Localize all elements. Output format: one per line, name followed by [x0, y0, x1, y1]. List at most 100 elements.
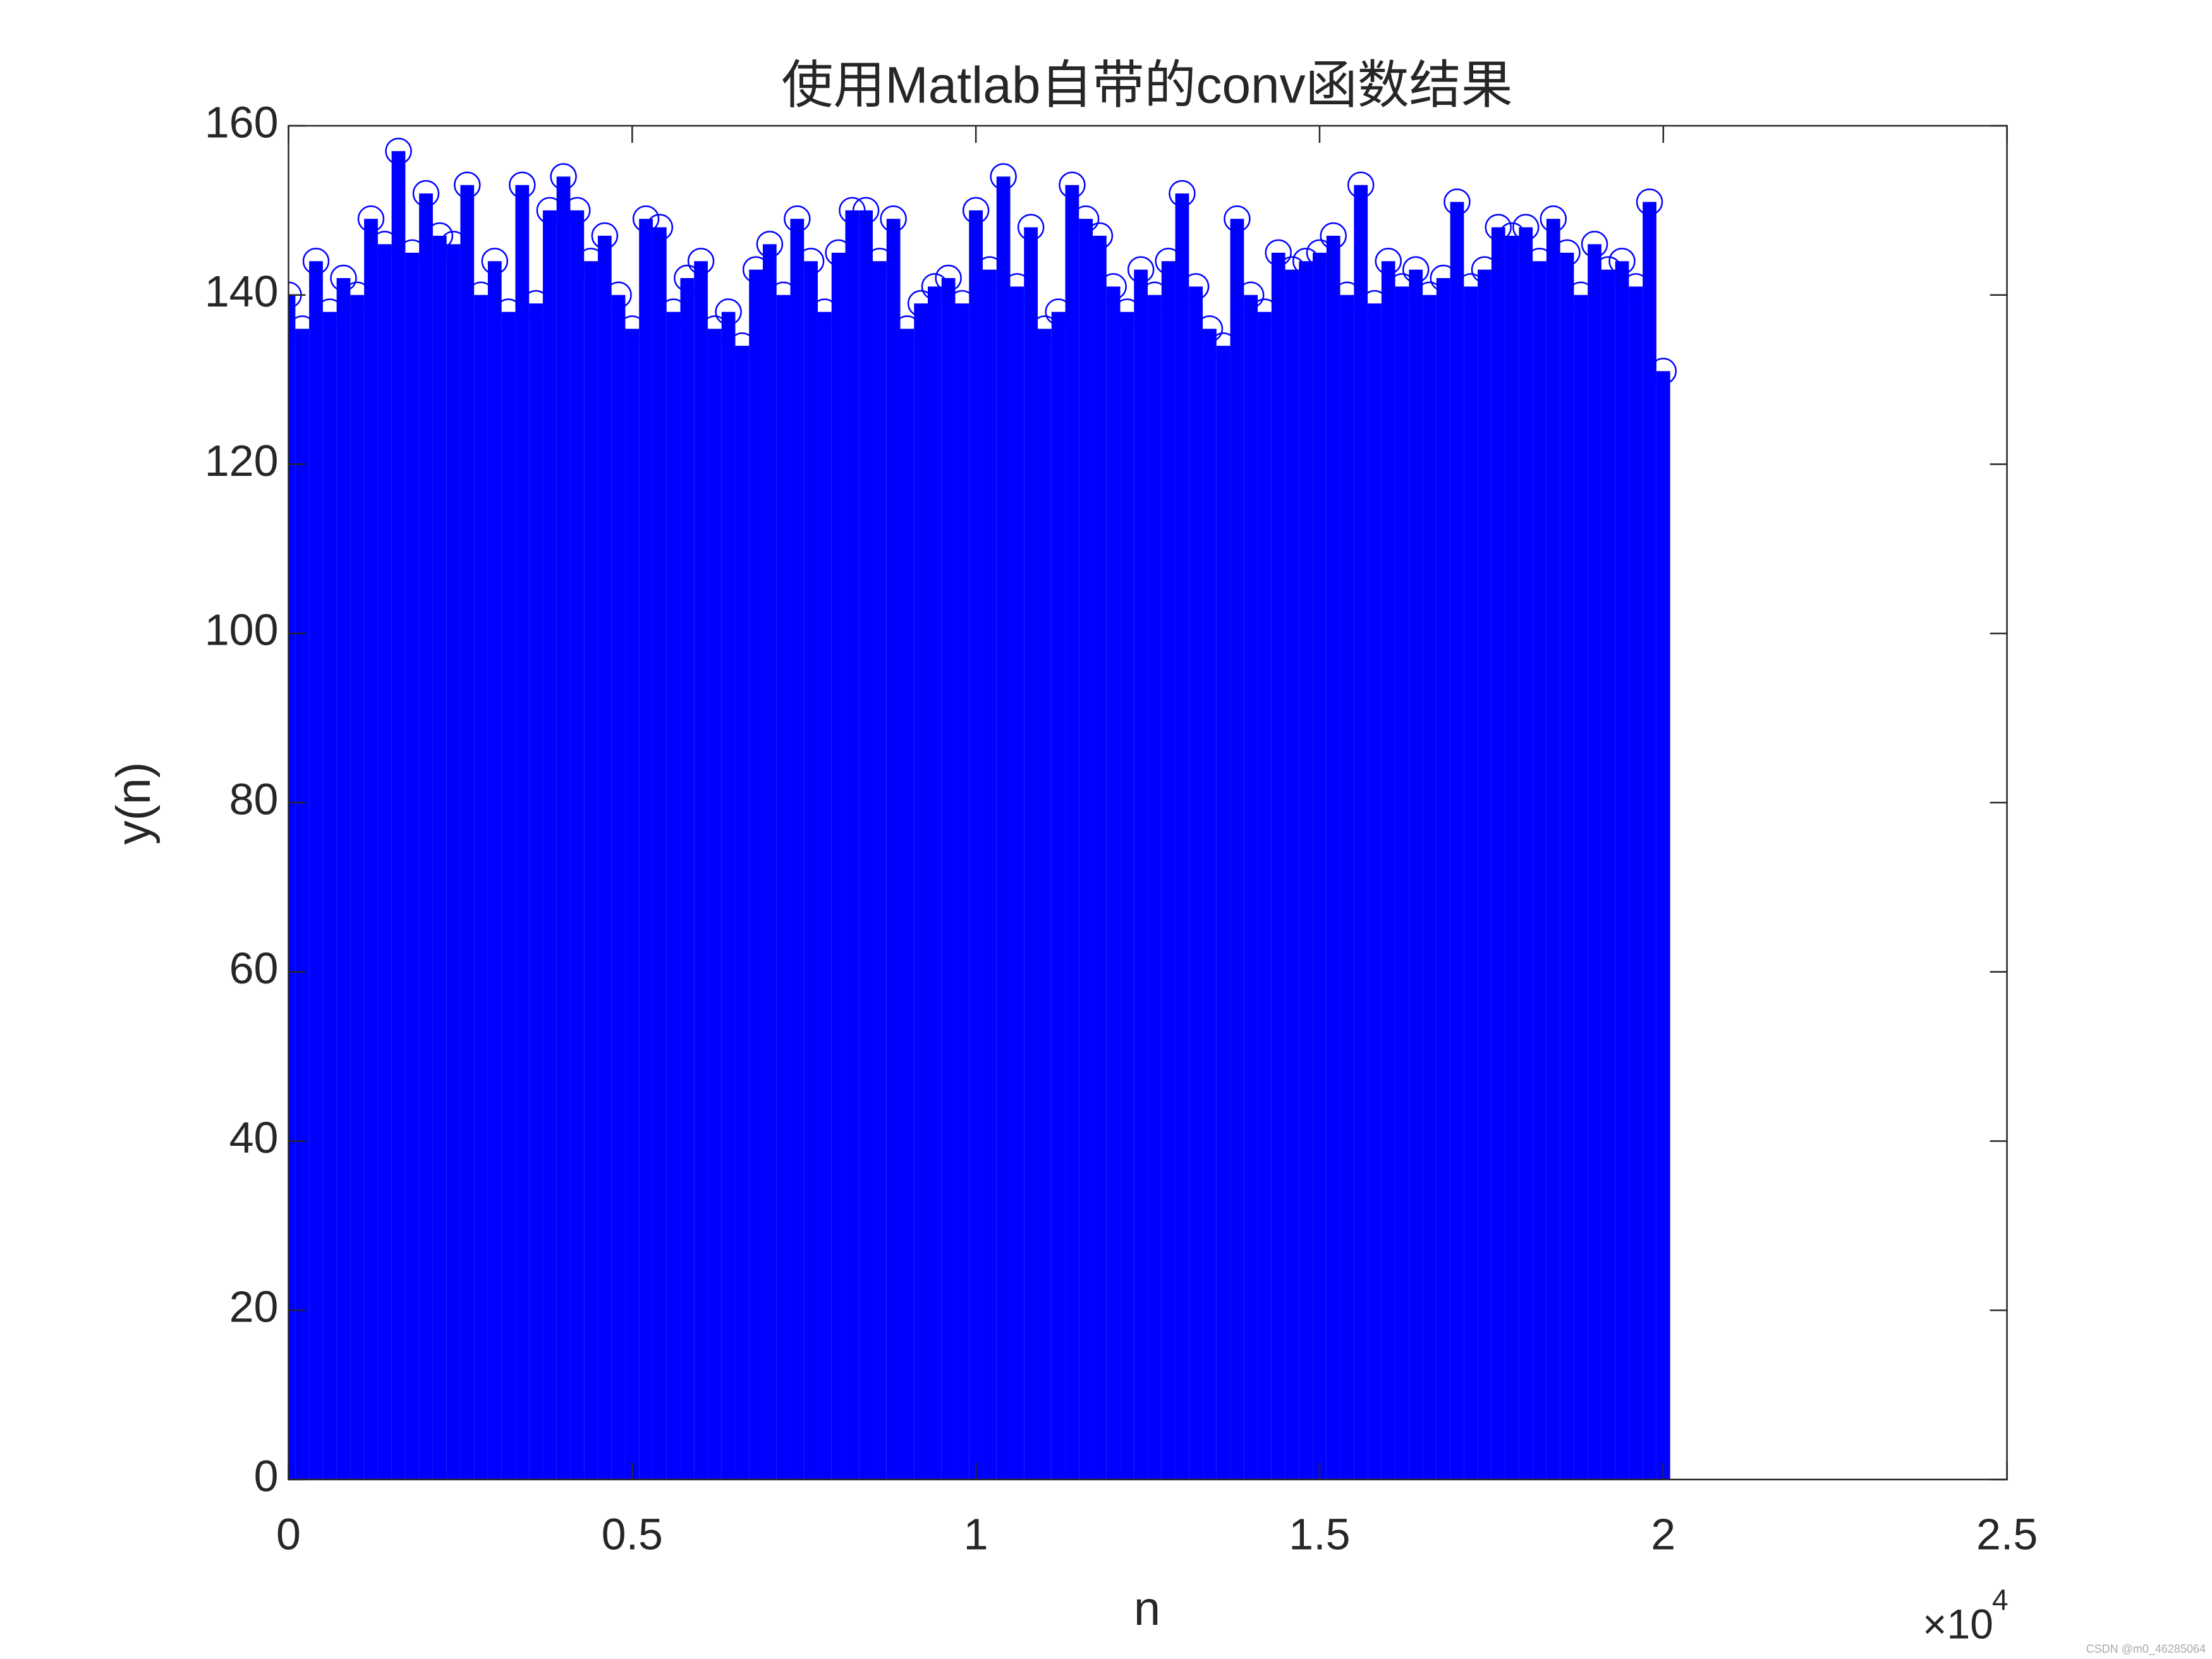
stem-marker — [1059, 171, 1086, 198]
stem-marker — [1196, 315, 1224, 343]
stem-marker — [605, 281, 632, 308]
stem-marker — [591, 222, 619, 250]
y-tick-label: 100 — [205, 605, 279, 655]
stem-marker — [1485, 214, 1512, 241]
stem-marker — [1045, 298, 1072, 325]
stem-marker — [1169, 179, 1196, 207]
x-tick-label: 0 — [276, 1509, 301, 1559]
stem-marker — [866, 247, 894, 275]
stem-marker — [784, 205, 811, 233]
stem-marker — [454, 171, 481, 198]
stem-marker — [646, 214, 674, 241]
stem-marker — [1347, 171, 1375, 198]
stem-marker — [811, 298, 839, 325]
stem-marker — [357, 205, 385, 233]
stem-marker — [1251, 298, 1279, 325]
stem-marker — [825, 239, 852, 267]
stem-marker — [1526, 247, 1553, 275]
x-multiplier: ×10 — [1923, 1600, 1993, 1647]
stem-marker — [1004, 273, 1031, 300]
chart-title: 使用Matlab自带的conv函数结果 — [781, 57, 1512, 114]
stem-marker — [1553, 239, 1581, 267]
stem-marker — [674, 264, 701, 292]
stem-marker — [522, 289, 550, 317]
stem-marker — [1306, 239, 1334, 267]
stem-marker — [1402, 256, 1430, 283]
stem-marker — [1622, 273, 1650, 300]
stem-marker — [371, 231, 399, 258]
stem-marker — [1636, 188, 1663, 216]
stem-marker — [1141, 281, 1169, 308]
stem-marker — [1595, 256, 1622, 283]
stem-marker — [495, 298, 522, 325]
stem-marker — [316, 298, 344, 325]
stem-marker — [289, 315, 316, 343]
stem-marker — [302, 247, 330, 275]
stem-marker — [1581, 231, 1608, 258]
stem-marker — [1086, 222, 1114, 250]
stem-marker — [701, 315, 729, 343]
y-axis-label: y(n) — [107, 762, 161, 845]
stem-marker — [1031, 315, 1059, 343]
stem-marker — [1155, 247, 1182, 275]
stem-marker — [1443, 188, 1471, 216]
stem-marker — [467, 281, 495, 308]
stem-marker — [1182, 273, 1210, 300]
stem-marker — [1540, 205, 1567, 233]
stem-marker — [990, 163, 1017, 190]
stem-marker — [1072, 205, 1100, 233]
stem-marker — [1127, 256, 1155, 283]
stem-marker — [1471, 256, 1498, 283]
stem-marker — [385, 137, 412, 165]
stem-marker — [949, 289, 976, 317]
stem-marker — [1114, 298, 1141, 325]
stem-marker — [1265, 239, 1292, 267]
stem-marker — [1334, 281, 1361, 308]
stem-marker — [962, 197, 990, 224]
stem-marker — [619, 315, 646, 343]
y-tick-label: 0 — [254, 1451, 279, 1500]
stem-marker — [1100, 273, 1127, 300]
stem-marker — [1375, 247, 1402, 275]
stem-marker — [1361, 289, 1389, 317]
stem-marker — [756, 231, 784, 258]
stem-marker — [440, 231, 467, 258]
stem-marker — [1292, 247, 1320, 275]
stem-marker — [880, 205, 907, 233]
stem-marker — [839, 197, 866, 224]
stem-marker — [1608, 247, 1636, 275]
stem-marker — [894, 315, 921, 343]
stem-marker — [687, 247, 715, 275]
stem-marker — [1498, 222, 1526, 250]
stem-marker — [1017, 214, 1045, 241]
stem-marker — [729, 332, 756, 360]
stem-marker — [1224, 205, 1251, 233]
x-tick-label: 1.5 — [1289, 1509, 1350, 1559]
stem-marker — [344, 281, 371, 308]
stem-marker — [921, 273, 949, 300]
stem-marker — [330, 264, 357, 292]
stem-marker — [715, 298, 742, 325]
y-tick-label: 80 — [229, 774, 279, 823]
stem-marker — [1237, 281, 1265, 308]
y-tick-label: 40 — [229, 1113, 279, 1162]
stem-marker — [1210, 332, 1237, 360]
x-tick-label: 1 — [964, 1509, 988, 1559]
y-tick-label: 60 — [229, 944, 279, 993]
x-tick-label: 2 — [1651, 1509, 1675, 1559]
plot-area — [288, 137, 1677, 1480]
y-tick-label: 160 — [205, 97, 279, 147]
stem-marker — [976, 256, 1004, 283]
stem-marker — [935, 264, 962, 292]
stem-marker — [1567, 281, 1595, 308]
stem-marker — [426, 222, 454, 250]
stem-marker — [1320, 222, 1347, 250]
x-tick-label: 0.5 — [602, 1509, 663, 1559]
stem-marker — [852, 197, 880, 224]
stem-marker — [797, 247, 825, 275]
stem-marker — [536, 197, 564, 224]
stem-marker — [1512, 214, 1540, 241]
y-tick-label: 20 — [229, 1282, 279, 1332]
